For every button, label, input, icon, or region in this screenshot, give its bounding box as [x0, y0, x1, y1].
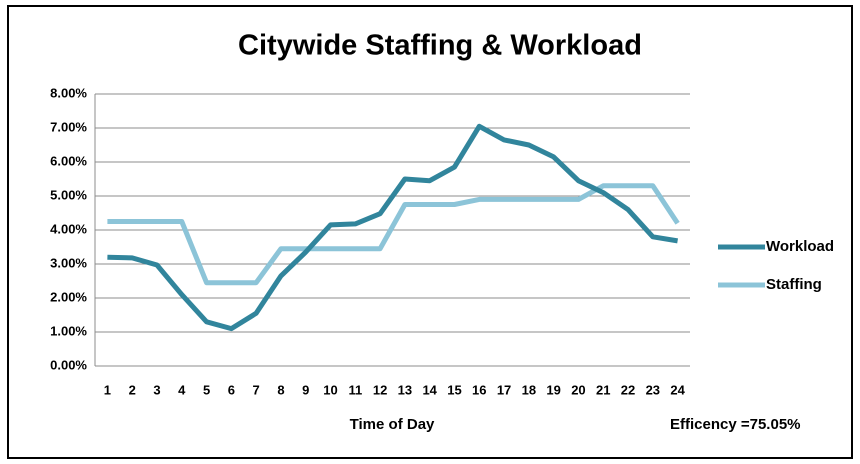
y-tick-label: 8.00% [50, 85, 87, 100]
x-tick-label: 5 [203, 382, 210, 397]
x-axis-label: Time of Day [350, 416, 435, 433]
x-tick-label: 20 [571, 382, 585, 397]
x-tick-label: 18 [522, 382, 536, 397]
series-line [107, 123, 679, 332]
y-tick-label: 6.00% [50, 153, 87, 168]
y-tick-label: 5.00% [50, 187, 87, 202]
series-line [107, 183, 680, 286]
x-tick-label: 17 [497, 382, 511, 397]
x-tick-label: 4 [178, 382, 186, 397]
x-tick-label: 10 [323, 382, 337, 397]
chart-title: Citywide Staffing & Workload [238, 30, 642, 62]
chart-frame [7, 5, 853, 459]
x-tick-label: 7 [253, 382, 260, 397]
x-tick-label: 15 [447, 382, 461, 397]
x-tick-label: 24 [670, 382, 685, 397]
x-tick-label: 11 [348, 382, 362, 397]
y-tick-label: 4.00% [50, 221, 87, 236]
x-tick-label: 23 [646, 382, 660, 397]
x-tick-label: 3 [153, 382, 160, 397]
x-tick-label: 22 [621, 382, 635, 397]
y-tick-label: 2.00% [50, 289, 87, 304]
x-tick-label: 19 [546, 382, 560, 397]
annotation: Efficency =75.05% [670, 416, 801, 433]
x-tick-label: 16 [472, 382, 486, 397]
legend-label: Workload [766, 238, 834, 255]
x-tick-label: 12 [373, 382, 387, 397]
legend-label: Staffing [766, 276, 822, 293]
y-tick-label: 7.00% [50, 119, 87, 134]
y-tick-label: 3.00% [50, 255, 87, 270]
x-tick-label: 6 [228, 382, 235, 397]
x-tick-label: 9 [302, 382, 309, 397]
y-tick-label: 0.00% [50, 357, 87, 372]
x-tick-label: 21 [596, 382, 610, 397]
y-tick-label: 1.00% [50, 323, 87, 338]
x-tick-label: 1 [104, 382, 111, 397]
x-tick-label: 13 [398, 382, 412, 397]
x-tick-label: 14 [422, 382, 437, 397]
x-tick-label: 8 [277, 382, 284, 397]
x-tick-label: 2 [129, 382, 136, 397]
